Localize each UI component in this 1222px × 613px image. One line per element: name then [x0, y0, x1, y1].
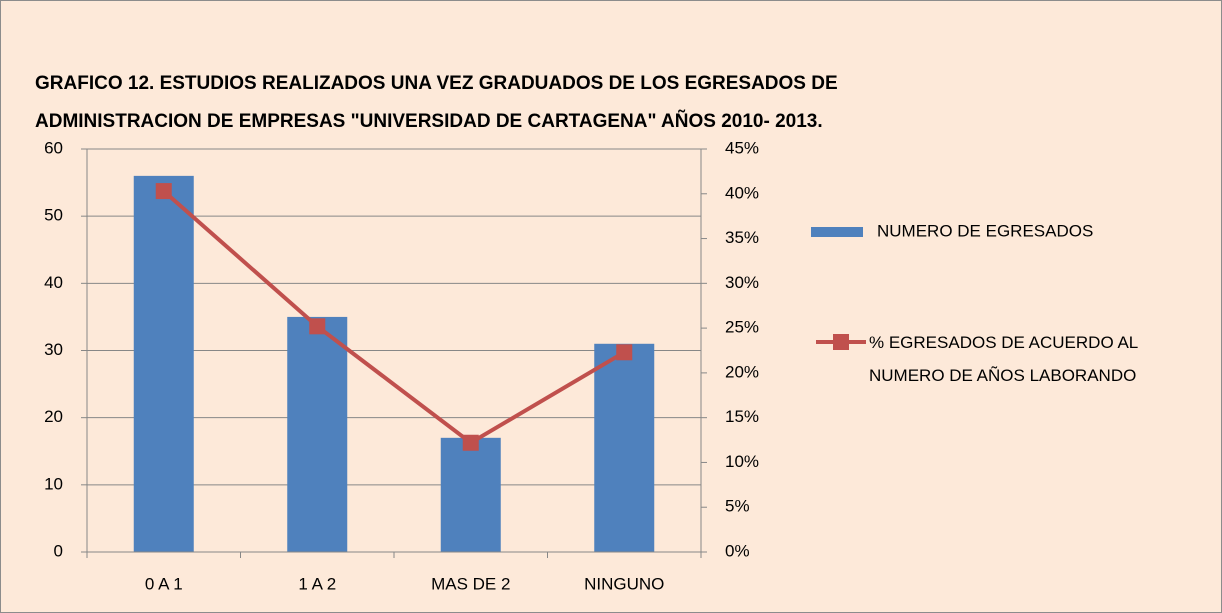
- legend-label: % EGRESADOS DE ACUERDO AL NUMERO DE AÑOS…: [869, 333, 1138, 385]
- y2-tick-label: 25%: [725, 318, 759, 337]
- y2-tick-label: 40%: [725, 183, 759, 202]
- x-tick-label: 0 A 1: [145, 574, 183, 593]
- line: [162, 189, 626, 446]
- y2-tick-label: 5%: [725, 497, 750, 516]
- y2-tick-label: 20%: [725, 362, 759, 381]
- bar: [133, 175, 194, 552]
- y-tick-label: 40: [44, 273, 63, 292]
- marker: [155, 183, 172, 200]
- bar: [440, 437, 501, 552]
- chart-title: GRAFICO 12. ESTUDIOS REALIZADOS UNA VEZ …: [35, 73, 838, 132]
- y2-tick-label: 0%: [725, 541, 750, 560]
- legend-label: NUMERO DE EGRESADOS: [877, 221, 1093, 240]
- y2-tick-label: 45%: [725, 138, 759, 157]
- x-tick-label: MAS DE 2: [431, 574, 510, 593]
- legend-swatch: [811, 227, 863, 237]
- bar: [287, 316, 348, 552]
- y-tick-label: 10: [44, 474, 63, 493]
- x-tick-label: NINGUNO: [584, 574, 664, 593]
- y2-tick-label: 15%: [725, 407, 759, 426]
- legend-swatch: [833, 334, 849, 350]
- y2-tick-label: 10%: [725, 452, 759, 471]
- bar: [594, 343, 655, 552]
- marker: [462, 434, 479, 451]
- y2-tick-label: 35%: [725, 228, 759, 247]
- y2-tick-label: 30%: [725, 273, 759, 292]
- y-tick-label: 30: [44, 340, 63, 359]
- marker: [309, 318, 326, 335]
- y-tick-label: 60: [44, 138, 63, 157]
- marker: [616, 344, 633, 361]
- y-tick-label: 0: [54, 541, 63, 560]
- y-tick-label: 20: [44, 407, 63, 426]
- y-tick-label: 50: [44, 206, 63, 225]
- x-tick-label: 1 A 2: [298, 574, 336, 593]
